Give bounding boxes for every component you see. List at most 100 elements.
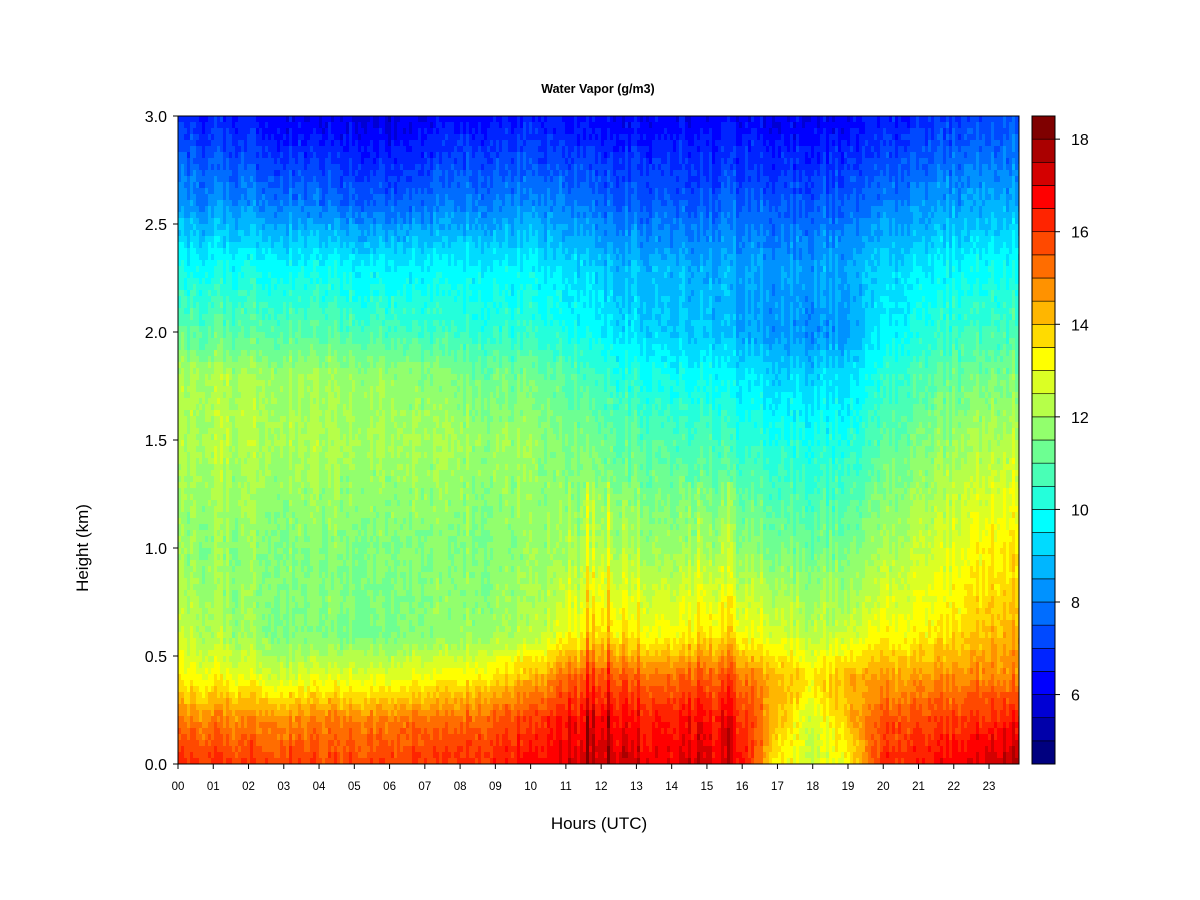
heatmap-cell [277,254,280,260]
heatmap-cell [265,518,268,524]
heatmap-cell [271,674,274,680]
heatmap-cell [244,410,247,416]
heatmap-cell [265,272,268,278]
heatmap-cell [259,542,262,548]
heatmap-cell [220,548,223,554]
heatmap-cell [280,524,283,530]
heatmap-cell [268,122,271,128]
heatmap-cell [238,326,241,332]
heatmap-cell [205,668,208,674]
heatmap-cell [232,536,235,542]
heatmap-cell [244,650,247,656]
heatmap-cell [268,266,271,272]
heatmap-cell [271,632,274,638]
heatmap-cell [187,422,190,428]
heatmap-cell [223,362,226,368]
heatmap-cell [187,692,190,698]
heatmap-cell [214,338,217,344]
heatmap-cell [277,470,280,476]
heatmap-cell [211,284,214,290]
heatmap-cell [193,374,196,380]
heatmap-cell [190,122,193,128]
heatmap-cell [208,470,211,476]
heatmap-cell [190,440,193,446]
heatmap-cell [220,530,223,536]
heatmap-cell [184,644,187,650]
heatmap-cell [265,524,268,530]
heatmap-cell [250,506,253,512]
heatmap-cell [277,422,280,428]
heatmap-cell [223,416,226,422]
heatmap-cell [217,116,220,122]
heatmap-cell [199,434,202,440]
heatmap-cell [211,740,214,746]
heatmap-cell [211,734,214,740]
heatmap-cell [250,416,253,422]
heatmap-cell [205,338,208,344]
heatmap-cell [196,278,199,284]
heatmap-cell [226,218,229,224]
heatmap-cell [259,284,262,290]
heatmap-cell [193,602,196,608]
heatmap-cell [202,152,205,158]
heatmap-cell [184,170,187,176]
heatmap-cell [265,164,268,170]
heatmap-cell [244,122,247,128]
heatmap-cell [238,368,241,374]
heatmap-cell [196,314,199,320]
heatmap-cell [217,674,220,680]
heatmap-cell [268,560,271,566]
heatmap-cell [235,356,238,362]
heatmap-cell [220,692,223,698]
heatmap-cell [265,290,268,296]
heatmap-cell [235,386,238,392]
heatmap-cell [274,236,277,242]
heatmap-cell [253,716,256,722]
heatmap-cell [277,482,280,488]
heatmap-cell [202,182,205,188]
heatmap-cell [208,254,211,260]
heatmap-cell [205,758,208,764]
heatmap-cell [235,704,238,710]
heatmap-cell [253,710,256,716]
heatmap-cell [208,524,211,530]
heatmap-cell [259,140,262,146]
heatmap-cell [214,392,217,398]
heatmap-cell [199,692,202,698]
heatmap-cell [181,746,184,752]
heatmap-cell [241,740,244,746]
heatmap-cell [241,344,244,350]
heatmap-cell [220,194,223,200]
heatmap-cell [265,386,268,392]
heatmap-cell [211,380,214,386]
heatmap-cell [235,524,238,530]
heatmap-cell [238,200,241,206]
heatmap-cell [196,140,199,146]
heatmap-cell [268,194,271,200]
heatmap-cell [271,224,274,230]
heatmap-cell [193,608,196,614]
heatmap-cell [247,734,250,740]
heatmap-cell [205,566,208,572]
heatmap-cell [244,602,247,608]
heatmap-cell [190,260,193,266]
heatmap-cell [187,536,190,542]
heatmap-cell [250,338,253,344]
heatmap-cell [274,206,277,212]
heatmap-cell [274,254,277,260]
heatmap-cell [211,236,214,242]
heatmap-cell [205,752,208,758]
heatmap-cell [184,332,187,338]
heatmap-cell [208,668,211,674]
heatmap-cell [184,674,187,680]
heatmap-cell [187,578,190,584]
heatmap-cell [205,710,208,716]
heatmap-cell [199,728,202,734]
heatmap-cell [220,410,223,416]
heatmap-cell [268,392,271,398]
heatmap-cell [250,404,253,410]
heatmap-cell [181,326,184,332]
heatmap-cell [199,758,202,764]
heatmap-cell [223,302,226,308]
heatmap-cell [265,662,268,668]
